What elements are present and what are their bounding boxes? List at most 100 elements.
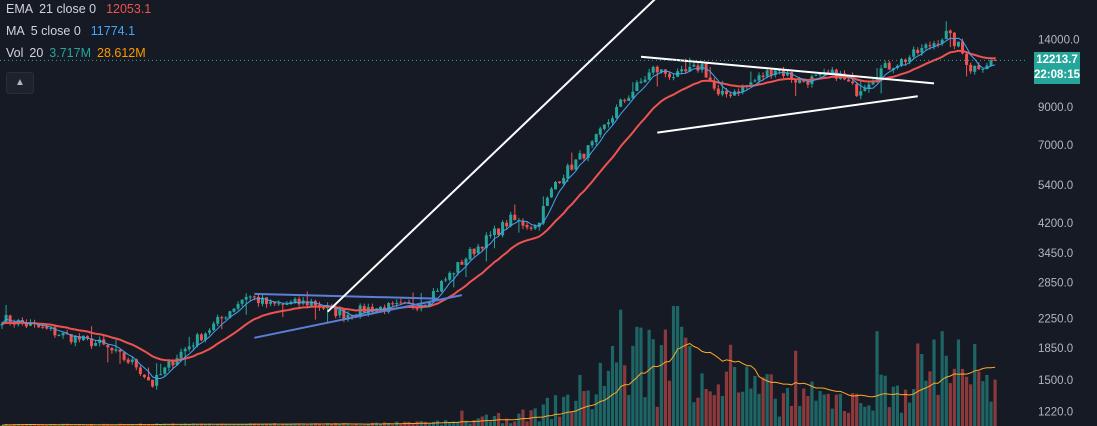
volume-bar	[733, 366, 737, 426]
candle-body	[859, 91, 863, 96]
candle-body	[615, 107, 619, 118]
candle-body	[118, 349, 122, 352]
candle-body	[651, 67, 655, 73]
candle-body	[578, 153, 582, 160]
volume-bar	[757, 393, 761, 426]
candle-body	[305, 301, 309, 306]
candle-body	[45, 326, 49, 329]
candle-body	[269, 301, 273, 304]
candle	[643, 76, 647, 83]
candle-body	[41, 326, 45, 328]
price-axis[interactable]: 14000.012000.09000.07000.05400.04200.034…	[1038, 35, 1080, 419]
volume-bar	[179, 424, 183, 426]
volume-bar	[989, 401, 993, 426]
volume-bar	[277, 424, 281, 426]
candle-body	[456, 262, 460, 273]
volume-bar	[297, 423, 301, 426]
volume-bar	[745, 366, 749, 426]
trendline-triangle-lower[interactable]	[254, 294, 463, 339]
candle-body	[379, 306, 383, 310]
volume-bar	[220, 423, 224, 426]
candle-body	[806, 81, 810, 85]
ma-line	[1, 37, 996, 379]
volume-bar	[232, 423, 236, 426]
chevron-up-icon: ▲	[15, 77, 25, 88]
candle-body	[663, 69, 667, 74]
candle	[753, 78, 757, 83]
candle	[855, 82, 859, 98]
candle-body	[940, 39, 944, 44]
candle-body	[904, 59, 908, 63]
last-price-value: 12213.7	[1036, 54, 1078, 67]
legend-ema[interactable]: EMA 21 close 0 12053.1	[6, 2, 151, 24]
candle-body	[924, 44, 928, 49]
candle	[859, 81, 863, 100]
volume-bar	[692, 402, 696, 426]
price-axis-tick: 5400.0	[1038, 180, 1073, 192]
volume-bar	[594, 394, 598, 426]
trendlines[interactable]	[254, 0, 935, 339]
candle	[387, 302, 391, 314]
candle-body	[399, 302, 403, 304]
candle-body	[114, 349, 118, 351]
candle	[525, 222, 529, 230]
candle	[541, 196, 545, 226]
volume-bar	[366, 424, 370, 426]
candle	[151, 379, 155, 388]
candle	[696, 62, 700, 73]
volume-bar	[521, 409, 525, 426]
candle-body	[8, 315, 12, 323]
legend-volume[interactable]: Vol 20 3.717M 28.612M	[6, 46, 151, 68]
volume-bar	[244, 424, 248, 426]
volume-bar	[728, 344, 733, 426]
volume-bar	[378, 424, 383, 426]
volume-bar	[761, 377, 765, 426]
volume-bar	[203, 424, 208, 426]
candle	[232, 307, 236, 313]
volume-bar	[887, 407, 891, 426]
volume-bar	[37, 424, 41, 426]
trendline-pennant-upper[interactable]	[640, 55, 935, 85]
volume-bar	[549, 418, 554, 426]
candle-body	[159, 374, 163, 376]
trendline-rising-trend[interactable]	[326, 0, 658, 313]
trendline-triangle-upper[interactable]	[254, 292, 438, 300]
volume-bar	[354, 424, 358, 426]
volume-bar	[875, 331, 879, 426]
volume-bar	[993, 379, 997, 426]
trendline-pennant-lower[interactable]	[657, 95, 918, 134]
candle	[497, 228, 501, 237]
candle	[57, 333, 61, 337]
candle-body	[969, 64, 973, 72]
candle-body	[90, 338, 94, 347]
legend-ma[interactable]: MA 5 close 0 11774.1	[6, 24, 151, 46]
candle-body	[142, 374, 146, 378]
candle-body	[883, 63, 887, 69]
volume-bar	[553, 395, 558, 426]
candle	[554, 180, 558, 190]
price-axis-tick: 2250.0	[1038, 313, 1073, 325]
candle-body	[183, 348, 187, 352]
collapse-legend-button[interactable]: ▲	[6, 72, 34, 94]
volume-bar	[20, 424, 24, 426]
volume-bar	[899, 412, 904, 426]
volume-bar	[948, 383, 952, 426]
volume-bar	[150, 424, 155, 426]
volume-bar	[964, 376, 969, 426]
candle-body	[476, 246, 480, 254]
candle	[883, 60, 887, 69]
candle	[574, 159, 578, 171]
candle-body	[965, 53, 969, 65]
candle	[110, 347, 114, 354]
candle	[289, 300, 293, 305]
candle	[106, 344, 110, 363]
candle	[712, 77, 716, 91]
volume-bar	[647, 329, 651, 426]
candle-body	[887, 62, 891, 70]
volume-bar	[737, 392, 741, 426]
candle-body	[916, 49, 920, 53]
candle-body	[961, 41, 965, 54]
candle	[492, 225, 496, 249]
candle	[94, 340, 98, 347]
